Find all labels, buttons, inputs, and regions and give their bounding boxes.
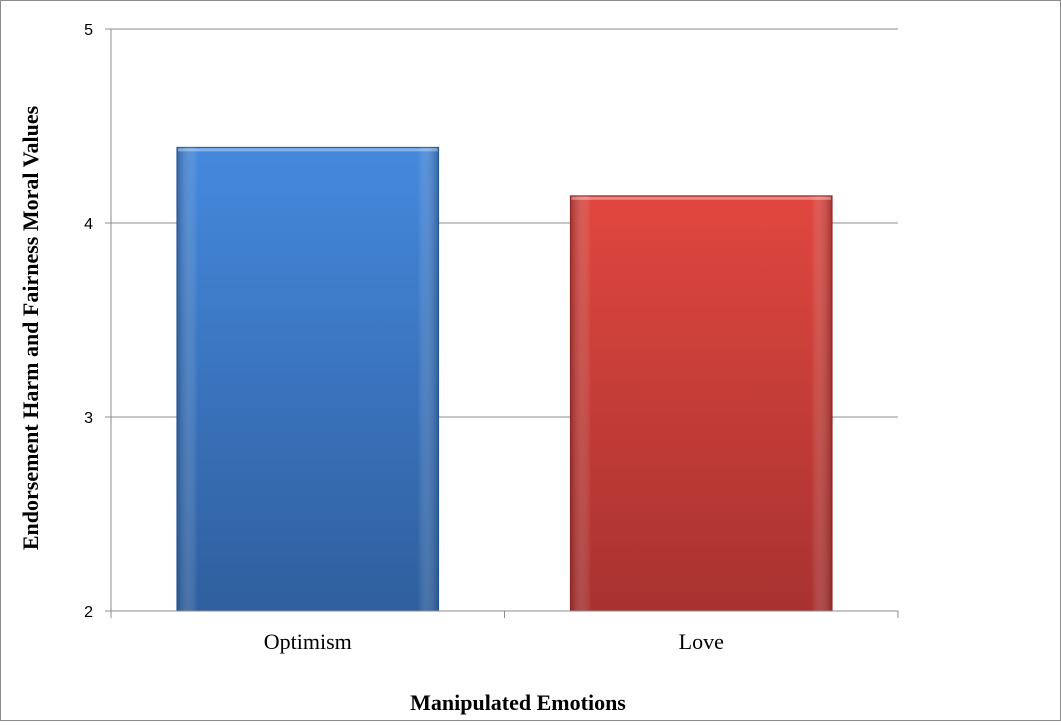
y-tick-label: 2: [84, 604, 93, 621]
x-axis-title: Manipulated Emotions: [410, 690, 626, 715]
bars: [176, 146, 833, 612]
y-tick-label: 3: [84, 410, 93, 427]
y-tick-label: 5: [84, 22, 93, 39]
x-tick-label: Optimism: [264, 629, 352, 654]
axes: 2 3 4 5 Optimism Love: [84, 22, 899, 654]
bar-highlight: [177, 148, 438, 152]
bar-highlight: [571, 196, 832, 200]
bar-shading: [570, 195, 833, 611]
y-tick-label: 4: [84, 216, 93, 233]
bar-shading: [176, 147, 439, 611]
x-tick-label: Love: [679, 629, 724, 654]
y-axis-title: Endorsement Harm and Fairness Moral Valu…: [18, 105, 43, 550]
